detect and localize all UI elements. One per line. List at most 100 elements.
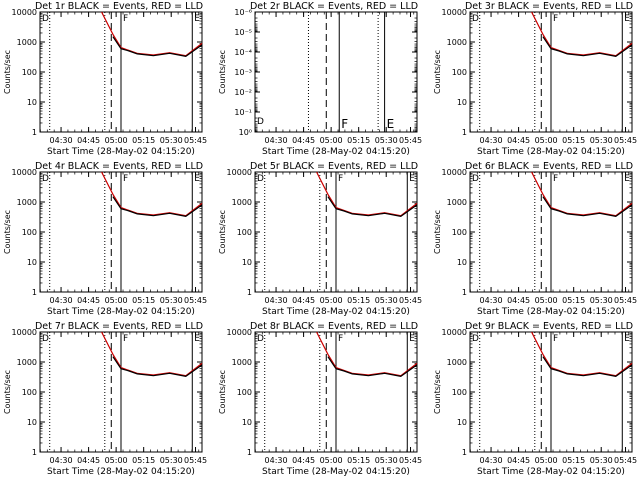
x-tick-label: 04:45: [507, 296, 530, 305]
detector-panel-4: Det 4r BLACK = Events, RED = LLD 1 10 100 10…: [3, 161, 207, 317]
y-tick-label: 10000: [442, 168, 467, 177]
y-tick-label: 10000: [12, 168, 37, 177]
y-tick-label: 100: [22, 228, 37, 237]
x-tick-label: 05:30: [160, 456, 183, 465]
corner-label: F: [338, 174, 343, 184]
x-tick-label: 05:00: [535, 456, 558, 465]
y-tick-label: 10⁻⁵: [234, 28, 252, 37]
corner-label: D: [472, 174, 479, 184]
corner-label: E: [194, 14, 200, 24]
y-axis-label: Counts/sec: [218, 370, 227, 414]
y-tick-label: 100: [237, 388, 252, 397]
y-tick-label: 1000: [232, 198, 252, 207]
series-line-events: [112, 356, 203, 378]
y-tick-label: 100: [452, 68, 467, 77]
corner-label: E: [194, 174, 200, 184]
panel-title: Det 4r BLACK = Events, RED = LLD: [35, 161, 203, 172]
y-tick-label: 1: [247, 288, 252, 297]
y-axis-label: Counts/sec: [433, 210, 442, 254]
y-tick-label: 10000: [227, 328, 252, 337]
y-tick-label: 1: [462, 448, 467, 457]
y-tick-label: 10⁻²: [234, 88, 252, 97]
corner-label: E: [387, 117, 395, 131]
corner-label: E: [409, 174, 415, 184]
series-line-events: [112, 36, 203, 58]
y-tick-label: 1: [462, 288, 467, 297]
x-tick-label: 04:45: [507, 456, 530, 465]
series-line-lld: [101, 11, 203, 57]
x-tick-label: 05:30: [375, 136, 398, 145]
detector-panel-9: Det 9r BLACK = Events, RED = LLD 1 10 100 10…: [433, 321, 637, 477]
series-line-events: [542, 36, 633, 58]
detector-panel-1: Det 1r BLACK = Events, RED = LLD 1 10 100 10…: [3, 1, 207, 157]
corner-label: D: [472, 334, 479, 344]
corner-label: F: [553, 14, 558, 24]
x-tick-label: 05:00: [105, 456, 128, 465]
y-tick-label: 1: [32, 288, 37, 297]
y-tick-label: 1000: [447, 358, 467, 367]
y-tick-label: 1000: [17, 38, 37, 47]
y-tick-label: 10000: [442, 328, 467, 337]
x-tick-label: 05:30: [375, 296, 398, 305]
y-tick-label: 1000: [17, 358, 37, 367]
corner-label: D: [257, 174, 264, 184]
x-tick-label: 04:30: [50, 296, 73, 305]
y-tick-label: 1000: [447, 38, 467, 47]
x-tick-label: 05:00: [535, 296, 558, 305]
corner-label: D: [42, 334, 49, 344]
x-tick-label: 04:45: [507, 136, 530, 145]
x-axis-label: Start Time (28-May-02 04:15:20): [477, 307, 625, 317]
detector-panel-6: Det 6r BLACK = Events, RED = LLD 1 10 100 10…: [433, 161, 637, 317]
y-tick-label: 10000: [12, 328, 37, 337]
panel-title: Det 8r BLACK = Events, RED = LLD: [250, 321, 418, 332]
x-tick-label: 05:45: [614, 136, 637, 145]
detector-panel-7: Det 7r BLACK = Events, RED = LLD 1 10 100 10…: [3, 321, 207, 477]
x-tick-label: 05:30: [160, 136, 183, 145]
x-tick-label: 04:30: [50, 136, 73, 145]
y-tick-label: 10⁻³: [234, 68, 252, 77]
y-tick-label: 10: [242, 258, 252, 267]
corner-label: F: [338, 334, 343, 344]
y-tick-label: 10: [27, 418, 37, 427]
corner-label: D: [257, 334, 264, 344]
corner-label: D: [42, 174, 49, 184]
y-tick-label: 10⁻¹: [234, 108, 252, 117]
x-tick-label: 05:45: [399, 296, 422, 305]
y-tick-label: 10⁰: [239, 128, 252, 137]
x-tick-label: 05:45: [399, 136, 422, 145]
x-tick-label: 05:45: [614, 456, 637, 465]
x-tick-label: 04:30: [265, 296, 288, 305]
y-axis-label: Counts/sec: [433, 370, 442, 414]
x-tick-label: 05:15: [347, 296, 370, 305]
corner-label: D: [257, 117, 264, 127]
x-tick-label: 05:45: [184, 136, 207, 145]
y-tick-label: 1000: [447, 198, 467, 207]
x-axis-label: Start Time (28-May-02 04:15:20): [47, 147, 195, 157]
x-axis-label: Start Time (28-May-02 04:15:20): [47, 467, 195, 477]
y-axis-label: Counts/sec: [3, 50, 12, 94]
corner-label: D: [42, 14, 49, 24]
x-axis-label: Start Time (28-May-02 04:15:20): [262, 147, 410, 157]
x-tick-label: 04:30: [480, 136, 503, 145]
y-tick-label: 100: [22, 68, 37, 77]
x-tick-label: 05:30: [590, 296, 613, 305]
x-tick-label: 05:45: [399, 456, 422, 465]
detector-panel-8: Det 8r BLACK = Events, RED = LLD 1 10 100 10…: [218, 321, 422, 477]
y-tick-label: 10: [457, 98, 467, 107]
y-tick-label: 10000: [442, 8, 467, 17]
y-axis-label: Counts/sec: [3, 370, 12, 414]
x-tick-label: 04:30: [265, 456, 288, 465]
y-tick-label: 10: [457, 418, 467, 427]
y-tick-label: 10⁻⁴: [234, 48, 252, 57]
series-line-events: [327, 356, 418, 378]
detector-panel-3: Det 3r BLACK = Events, RED = LLD 1 10 100 10…: [433, 1, 637, 157]
x-tick-label: 04:30: [480, 456, 503, 465]
series-line-events: [112, 196, 203, 218]
corner-label: D: [472, 14, 479, 24]
x-axis-label: Start Time (28-May-02 04:15:20): [47, 307, 195, 317]
x-tick-label: 05:15: [132, 456, 155, 465]
corner-label: F: [341, 117, 348, 131]
series-line-events: [542, 356, 633, 378]
y-tick-label: 10: [27, 258, 37, 267]
